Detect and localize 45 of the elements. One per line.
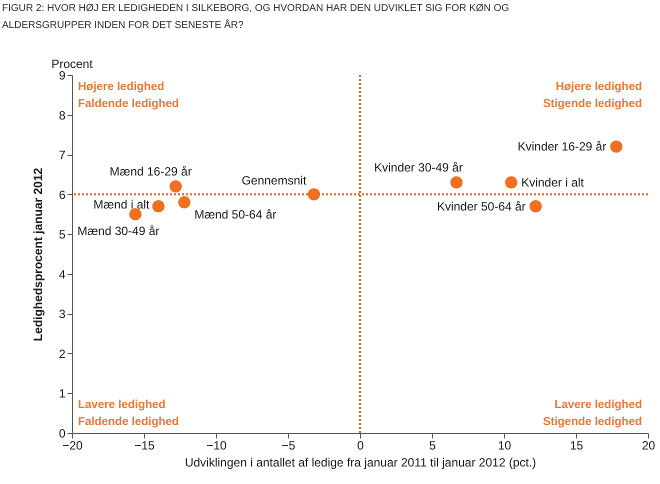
annotation: Mænd 16-29 år: [110, 164, 192, 178]
text: FIGUR 2: HVOR HØJ ER LEDIGHEDEN I SILKEBORG, OG HVORDAN HAR DEN UDVIKLET SIG FOR KØN OG: [2, 3, 510, 14]
text: Procent: [51, 57, 94, 71]
x-tick-label: −5: [282, 438, 296, 452]
y-axis-title: Ledighedsprocent januar 2012: [30, 167, 45, 342]
x-tick-label: 15: [570, 438, 584, 452]
annotation: Kvinder 50-64 år: [436, 199, 526, 214]
y-tick-label: 0: [58, 426, 66, 440]
point: [610, 140, 622, 153]
annotation: Mænd 30-49 år: [77, 224, 160, 238]
x-tick-label: 5: [429, 438, 436, 452]
x-tick-label: −20: [62, 438, 83, 452]
point: [505, 176, 518, 189]
annotation: Kvinder i alt: [521, 175, 585, 190]
annotation: Højere ledighed Stigende ledighed: [542, 81, 642, 110]
point: [178, 196, 190, 208]
annotation: Mænd 50-64 år: [194, 207, 276, 222]
point: [450, 176, 463, 189]
x-tick-label: 0: [357, 438, 364, 452]
y-tick-label: 1: [58, 386, 66, 401]
annotation: Højere ledighed Faldende ledighed: [78, 81, 179, 110]
annotation: Mænd i alt: [93, 197, 150, 212]
y-tick-label: 5: [58, 228, 66, 242]
y-tick-label: 2: [58, 346, 66, 361]
point: [530, 200, 542, 212]
y-tick-label: 4: [58, 267, 66, 282]
x-tick-label: 10: [498, 438, 512, 452]
y-tick-label: 3: [58, 307, 66, 322]
x-tick-label: 20: [642, 438, 656, 452]
y-tick-label: 9: [58, 68, 66, 82]
annotation: Kvinder 30-49 år: [374, 160, 463, 174]
point: [129, 208, 142, 220]
x-tick-label: −15: [134, 438, 155, 452]
y-tick-label: 7: [58, 148, 66, 162]
point: [170, 180, 182, 192]
x-axis-title: Udviklingen i antallet af ledige fra januar 2011 til januar 2012 (pct.): [184, 456, 536, 470]
annotation: Kvinder 16-29 år: [518, 140, 606, 154]
text: ALDERSGRUPPER INDEN FOR DET SENESTE ÅR?: [2, 20, 244, 31]
y-tick-label: 6: [58, 188, 66, 202]
x-tick-label: −10: [206, 438, 227, 452]
annotation: Lavere ledighed Stigende ledighed: [542, 399, 642, 428]
y-tick-label: 8: [58, 108, 66, 122]
annotation: Gennemsnit: [242, 173, 307, 188]
point: [152, 200, 165, 212]
annotation: Lavere ledighed Faldende ledighed: [78, 399, 179, 428]
